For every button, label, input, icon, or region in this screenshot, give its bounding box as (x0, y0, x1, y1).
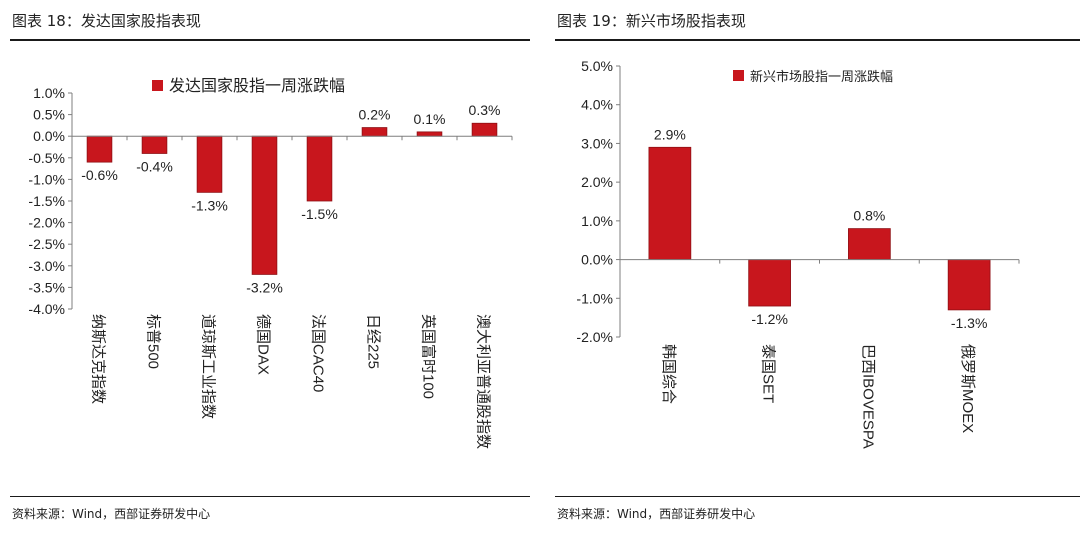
bar (361, 127, 388, 137)
figure-title: 图表 19：新兴市场股指表现 (557, 12, 746, 30)
bar (306, 135, 333, 202)
data-label: -0.4% (136, 158, 173, 174)
developed-markets-chart: 1.0% 0.5% 0.0% -0.5% -1.0% -1.5% -2.0% -2.5% -3.… (28, 77, 513, 449)
bar (748, 259, 791, 307)
y-tick-label: -2.5% (28, 236, 65, 252)
chart-panel-emerging: 图表 19：新兴市场股指表现 5.0% 4.0% 3.0% 2.0% 1.0% 0.0% -… (545, 0, 1080, 544)
bar (848, 228, 891, 260)
y-tick-label: -4.0% (28, 301, 65, 317)
y-tick-label: -1.5% (28, 193, 65, 209)
x-tick-label: 日经225 (365, 314, 382, 369)
x-tick-label: 标普500 (145, 314, 162, 369)
figure-title: 图表 18：发达国家股指表现 (12, 12, 201, 30)
x-tick-label: 韩国综合 (660, 344, 677, 404)
y-tick-label: 1.0% (581, 213, 613, 229)
legend-swatch (152, 80, 163, 91)
data-label: 0.1% (414, 111, 446, 127)
x-tick-label: 澳大利亚普通股指数 (475, 314, 492, 449)
bar (196, 135, 223, 193)
legend-swatch (733, 70, 744, 81)
y-tick-label: -1.0% (576, 290, 613, 306)
y-tick-label: 0.0% (581, 252, 613, 268)
x-tick-label: 道琼斯工业指数 (200, 314, 217, 419)
bar (251, 135, 278, 275)
data-label: 2.9% (654, 126, 686, 142)
data-label: -1.5% (301, 206, 338, 222)
bar (947, 259, 991, 311)
y-tick-label: 2.0% (581, 174, 613, 190)
data-label: 0.2% (359, 107, 391, 123)
data-label: -1.3% (951, 315, 988, 331)
source-note: 资料来源：Wind，西部证券研发中心 (12, 507, 211, 521)
bar (86, 135, 113, 163)
x-tick-label: 泰国SET (760, 344, 777, 403)
y-tick-label: 1.0% (33, 85, 65, 101)
x-tick-label: 英国富时100 (420, 314, 438, 399)
chart-panel-developed: 图表 18：发达国家股指表现 1.0% 0.5% 0.0% -0.5% -1.0% -1.… (0, 0, 530, 544)
y-tick-label: 5.0% (581, 58, 613, 74)
y-tick-label: 0.5% (33, 107, 65, 123)
y-tick-label: -3.5% (28, 279, 65, 295)
source-note: 资料来源：Wind，西部证券研发中心 (557, 507, 756, 521)
bar (141, 135, 168, 154)
x-tick-label: 俄罗斯MOEX (959, 344, 976, 433)
title-rule (10, 39, 530, 41)
source-rule (555, 496, 1080, 497)
data-label: -1.2% (751, 311, 788, 327)
bar (471, 122, 498, 137)
y-tick-label: 3.0% (581, 135, 613, 151)
data-label: 0.8% (853, 208, 885, 224)
x-tick-label: 法国CAC40 (310, 314, 327, 392)
emerging-markets-chart: 5.0% 4.0% 3.0% 2.0% 1.0% 0.0% -1.0% -2.0% 2.9% -1… (576, 58, 1020, 449)
y-tick-label: -3.0% (28, 258, 65, 274)
source-rule (10, 496, 530, 497)
data-label: 0.3% (469, 102, 501, 118)
y-tick-label: -0.5% (28, 150, 65, 166)
y-tick-label: -2.0% (28, 215, 65, 231)
bar (416, 131, 443, 137)
data-label: -1.3% (191, 197, 228, 213)
y-tick-label: 4.0% (581, 97, 613, 113)
bar (648, 146, 692, 260)
title-rule (555, 39, 1080, 41)
y-tick-label: -1.0% (28, 171, 65, 187)
x-tick-label: 德国DAX (255, 314, 273, 375)
legend-label: 新兴市场股指一周涨跌幅 (750, 69, 893, 84)
data-label: -3.2% (246, 279, 283, 295)
x-tick-label: 巴西IBOVESPA (859, 344, 876, 449)
x-tick-label: 纳斯达克指数 (90, 314, 107, 404)
y-tick-label: -2.0% (576, 329, 613, 345)
legend-label: 发达国家股指一周涨跌幅 (169, 77, 345, 95)
y-tick-label: 0.0% (33, 128, 65, 144)
data-label: -0.6% (81, 167, 118, 183)
